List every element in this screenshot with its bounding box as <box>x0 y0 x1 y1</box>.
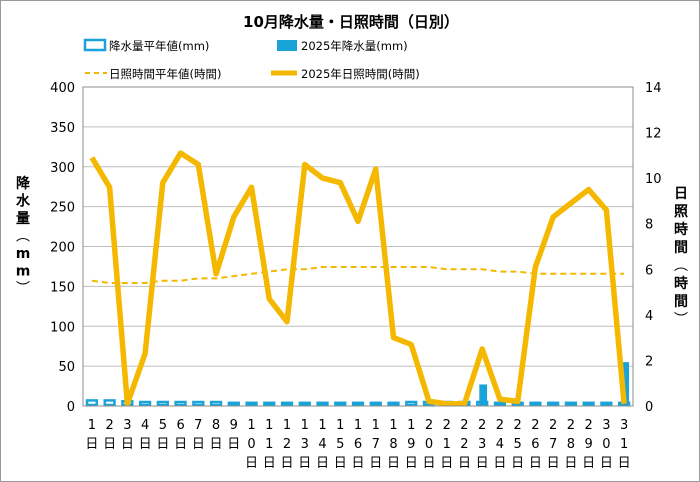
y-left-tick-label: 250 <box>50 201 75 216</box>
legend-label-2025-sun: 2025年日照時間(時間) <box>301 67 420 81</box>
y-axis-right-label: 日照時間︵時間︶ <box>674 186 688 328</box>
bar-normal-precip <box>192 400 205 407</box>
bar-normal-precip <box>369 401 382 407</box>
y-left-tick-label: 200 <box>50 241 75 256</box>
bar-normal-precip <box>582 401 595 407</box>
legend-label-normal-precip: 降水量平年値(mm) <box>109 39 209 53</box>
bar-normal-precip <box>564 401 578 407</box>
y-left-tick-label: 150 <box>50 280 75 295</box>
bar-normal-precip <box>547 401 560 407</box>
bar-normal-precip <box>103 399 116 407</box>
y-left-tick-label: 50 <box>58 360 75 375</box>
legend-swatch-2025-precip <box>277 40 297 51</box>
bar-normal-precip <box>387 401 400 407</box>
y-right-tick-label: 14 <box>645 81 662 96</box>
y-axis-left-ticks: 0 50 100 150 200 250 300 350 400 <box>50 81 75 415</box>
y-right-tick-label: 4 <box>645 309 653 324</box>
y-left-tick-label: 0 <box>67 400 75 415</box>
legend: 降水量平年値(mm) 2025年降水量(mm) 日照時間平年値(時間) 2025… <box>83 38 420 81</box>
y-right-tick-label: 10 <box>645 172 662 187</box>
bar-normal-precip <box>138 400 152 407</box>
chart-title: 10月降水量・日照時間（日別） <box>243 13 459 31</box>
y-left-tick-label: 100 <box>50 320 75 335</box>
bar-normal-precip <box>493 401 507 407</box>
bar-normal-precip <box>405 400 418 407</box>
legend-label-normal-sun: 日照時間平年値(時間) <box>109 67 221 81</box>
plot-area-border <box>82 86 634 407</box>
y-right-tick-label: 12 <box>645 127 662 142</box>
bar-normal-precip <box>227 401 240 407</box>
bar-normal-precip <box>529 401 542 407</box>
y-right-tick-label: 8 <box>645 218 653 233</box>
y-right-tick-label: 2 <box>645 354 653 369</box>
bar-2025-precip <box>621 362 630 406</box>
bar-normal-precip <box>85 399 98 407</box>
bar-normal-precip <box>174 400 187 407</box>
y-left-tick-label: 350 <box>50 121 75 136</box>
bar-2025-precip <box>603 404 612 406</box>
bar-normal-precip <box>298 401 311 407</box>
line-normal-sunshine <box>91 266 625 284</box>
axis-title: 日照時間︵時間︶ <box>674 186 688 328</box>
bar-normal-precip <box>209 400 223 407</box>
legend-label-2025-precip: 2025年降水量(mm) <box>301 39 408 53</box>
bar-normal-precip <box>156 400 169 407</box>
y-axis-right-ticks: 0 2 4 6 8 10 12 14 <box>645 81 662 415</box>
lines <box>89 150 627 407</box>
bar-normal-precip <box>263 401 276 407</box>
bars <box>85 362 631 407</box>
bar-normal-precip <box>245 401 258 407</box>
x-axis-categories: 1 日2 日3 日4 日5 日6 日7 日8 日9 日 1 0 日 1 1 日 1 2 日 1 3 日 1 4 日 1 5 日 1 6 日 1… <box>85 418 630 471</box>
y-left-tick-label: 300 <box>50 161 75 176</box>
bar-normal-precip <box>280 401 294 407</box>
bar-normal-precip <box>351 401 365 407</box>
bar-2025-precip <box>426 402 434 406</box>
bar-normal-precip <box>334 401 347 407</box>
axis-title: 降水量︵ m m ︶ <box>16 175 31 297</box>
bar-2025-precip <box>479 384 488 406</box>
gridlines <box>83 86 633 407</box>
y-left-tick-label: 400 <box>50 81 75 96</box>
line-2025-sunshine <box>89 150 627 407</box>
y-axis-left-label: 降水量︵ m m ︶ <box>16 175 31 297</box>
y-right-tick-label: 6 <box>645 263 653 278</box>
legend-swatch-normal-precip <box>83 38 107 52</box>
y-right-tick-label: 0 <box>645 400 653 415</box>
bar-normal-precip <box>316 401 329 407</box>
